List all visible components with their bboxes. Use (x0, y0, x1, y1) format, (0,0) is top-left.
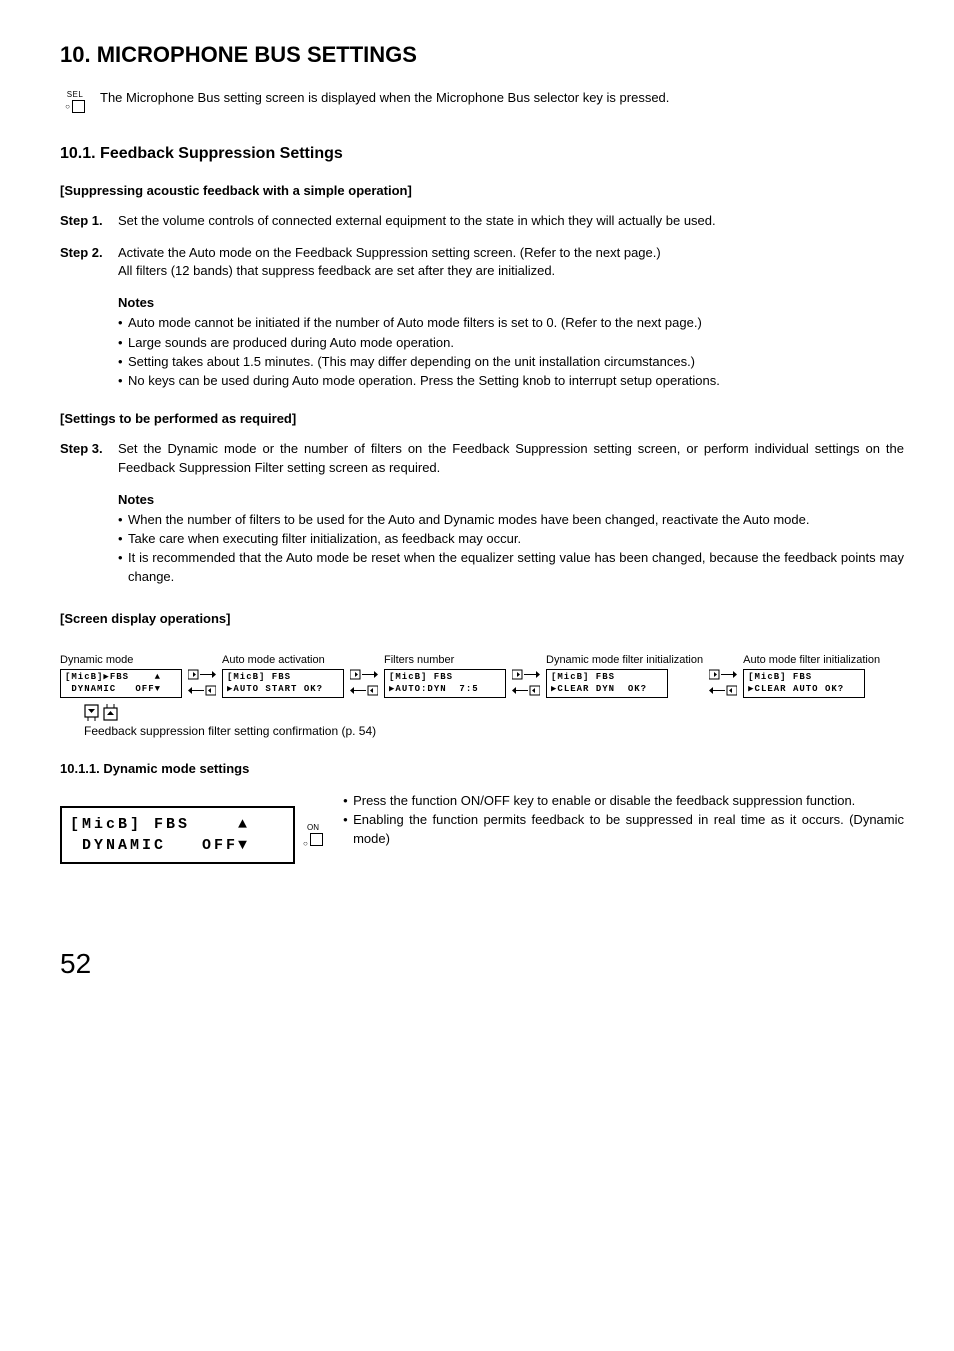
subsection-number: 10.1. (60, 145, 96, 162)
section-title-text: MICROPHONE BUS SETTINGS (97, 42, 417, 67)
list-item: Auto mode cannot be initiated if the num… (118, 314, 904, 332)
subsub-title-text: Dynamic mode settings (103, 761, 249, 776)
page-number: 52 (60, 944, 904, 983)
dynamic-mode-right: Press the function ON/OFF key to enable … (343, 792, 904, 849)
bracket-heading-3: [Screen display operations] (60, 610, 904, 628)
sel-label: SEL (60, 89, 90, 100)
step-3: Step 3. Set the Dynamic mode or the numb… (60, 440, 904, 476)
nav-arrows-icon (188, 666, 216, 698)
step-2-text: Activate the Auto mode on the Feedback S… (118, 244, 904, 280)
lcd-screen: [MicB] FBS ▶CLEAR AUTO OK? (743, 669, 865, 698)
on-led-icon: ○ (303, 839, 308, 848)
on-label: ON (303, 822, 323, 833)
step-1: Step 1. Set the volume controls of conne… (60, 212, 904, 230)
list-item: When the number of filters to be used fo… (118, 511, 904, 529)
lcd-screen: [MicB] FBS ▶AUTO START OK? (222, 669, 344, 698)
flow-node-3: Filters number [MicB] FBS ▶AUTO:DYN 7:5 (384, 640, 506, 698)
nav-arrows-icon (512, 666, 540, 698)
up-down-keys-icon (84, 704, 904, 721)
sel-description: The Microphone Bus setting screen is dis… (90, 89, 904, 107)
flow-diagram: Dynamic mode [MicB]▶FBS ▲ DYNAMIC OFF▼ A… (60, 640, 904, 698)
step-1-text: Set the volume controls of connected ext… (118, 212, 904, 230)
list-item: Take care when executing filter initiali… (118, 530, 904, 548)
feedback-filter-line: Feedback suppression filter setting conf… (84, 704, 904, 740)
list-item: Enabling the function permits feedback t… (343, 811, 904, 847)
nav-arrows-icon (709, 666, 737, 698)
subsubsection-title: 10.1.1. Dynamic mode settings (60, 760, 904, 778)
sel-key-icon: SEL ○ (60, 89, 90, 113)
flow-caption: Auto mode filter initialization (743, 640, 880, 666)
flow-caption: Dynamic mode filter initialization (546, 640, 703, 666)
flow-node-1: Dynamic mode [MicB]▶FBS ▲ DYNAMIC OFF▼ (60, 640, 182, 698)
on-key-icon: ON ○ (303, 822, 323, 849)
section-title: 10. MICROPHONE BUS SETTINGS (60, 40, 904, 71)
notes-1-title: Notes (118, 294, 904, 312)
list-item: Large sounds are produced during Auto mo… (118, 334, 904, 352)
subsection-title-text: Feedback Suppression Settings (100, 145, 343, 162)
lcd-screen: [MicB] FBS ▶AUTO:DYN 7:5 (384, 669, 506, 698)
bracket-heading-2: [Settings to be performed as required] (60, 410, 904, 428)
bracket-heading-1: [Suppressing acoustic feedback with a si… (60, 182, 904, 200)
feedback-caption: Feedback suppression filter setting conf… (84, 723, 904, 740)
flow-node-4: Dynamic mode filter initialization [MicB… (546, 640, 703, 698)
notes-2: Notes When the number of filters to be u… (118, 491, 904, 586)
subsub-number: 10.1.1. (60, 761, 100, 776)
sel-led-icon: ○ (65, 101, 70, 112)
dynamic-mode-row: [MicB] FBS ▲ DYNAMIC OFF▼ ON ○ Press the… (60, 792, 904, 864)
step-2-label: Step 2. (60, 244, 118, 280)
section-number: 10. (60, 42, 91, 67)
flow-caption: Dynamic mode (60, 640, 182, 666)
list-item: No keys can be used during Auto mode ope… (118, 372, 904, 390)
step-3-label: Step 3. (60, 440, 118, 476)
flow-node-2: Auto mode activation [MicB] FBS ▶AUTO ST… (222, 640, 344, 698)
step-2: Step 2. Activate the Auto mode on the Fe… (60, 244, 904, 280)
notes-1-list: Auto mode cannot be initiated if the num… (118, 314, 904, 390)
list-item: Setting takes about 1.5 minutes. (This m… (118, 353, 904, 371)
lcd-screen: [MicB] FBS ▶CLEAR DYN OK? (546, 669, 668, 698)
list-item: It is recommended that the Auto mode be … (118, 549, 904, 585)
notes-1: Notes Auto mode cannot be initiated if t… (118, 294, 904, 390)
flow-caption: Filters number (384, 640, 506, 666)
dynamic-mode-left: [MicB] FBS ▲ DYNAMIC OFF▼ ON ○ (60, 806, 323, 864)
step-1-label: Step 1. (60, 212, 118, 230)
notes-2-list: When the number of filters to be used fo… (118, 511, 904, 586)
notes-2-title: Notes (118, 491, 904, 509)
list-item: Press the function ON/OFF key to enable … (343, 792, 904, 810)
flow-caption: Auto mode activation (222, 640, 344, 666)
flow-node-5: Auto mode filter initialization [MicB] F… (743, 640, 880, 698)
lcd-screen-large: [MicB] FBS ▲ DYNAMIC OFF▼ (60, 806, 295, 864)
dynamic-mode-bullets: Press the function ON/OFF key to enable … (343, 792, 904, 848)
nav-arrows-icon (350, 666, 378, 698)
step-3-text: Set the Dynamic mode or the number of fi… (118, 440, 904, 476)
lcd-screen: [MicB]▶FBS ▲ DYNAMIC OFF▼ (60, 669, 182, 698)
subsection-title: 10.1. Feedback Suppression Settings (60, 143, 904, 165)
sel-row: SEL ○ The Microphone Bus setting screen … (60, 89, 904, 113)
